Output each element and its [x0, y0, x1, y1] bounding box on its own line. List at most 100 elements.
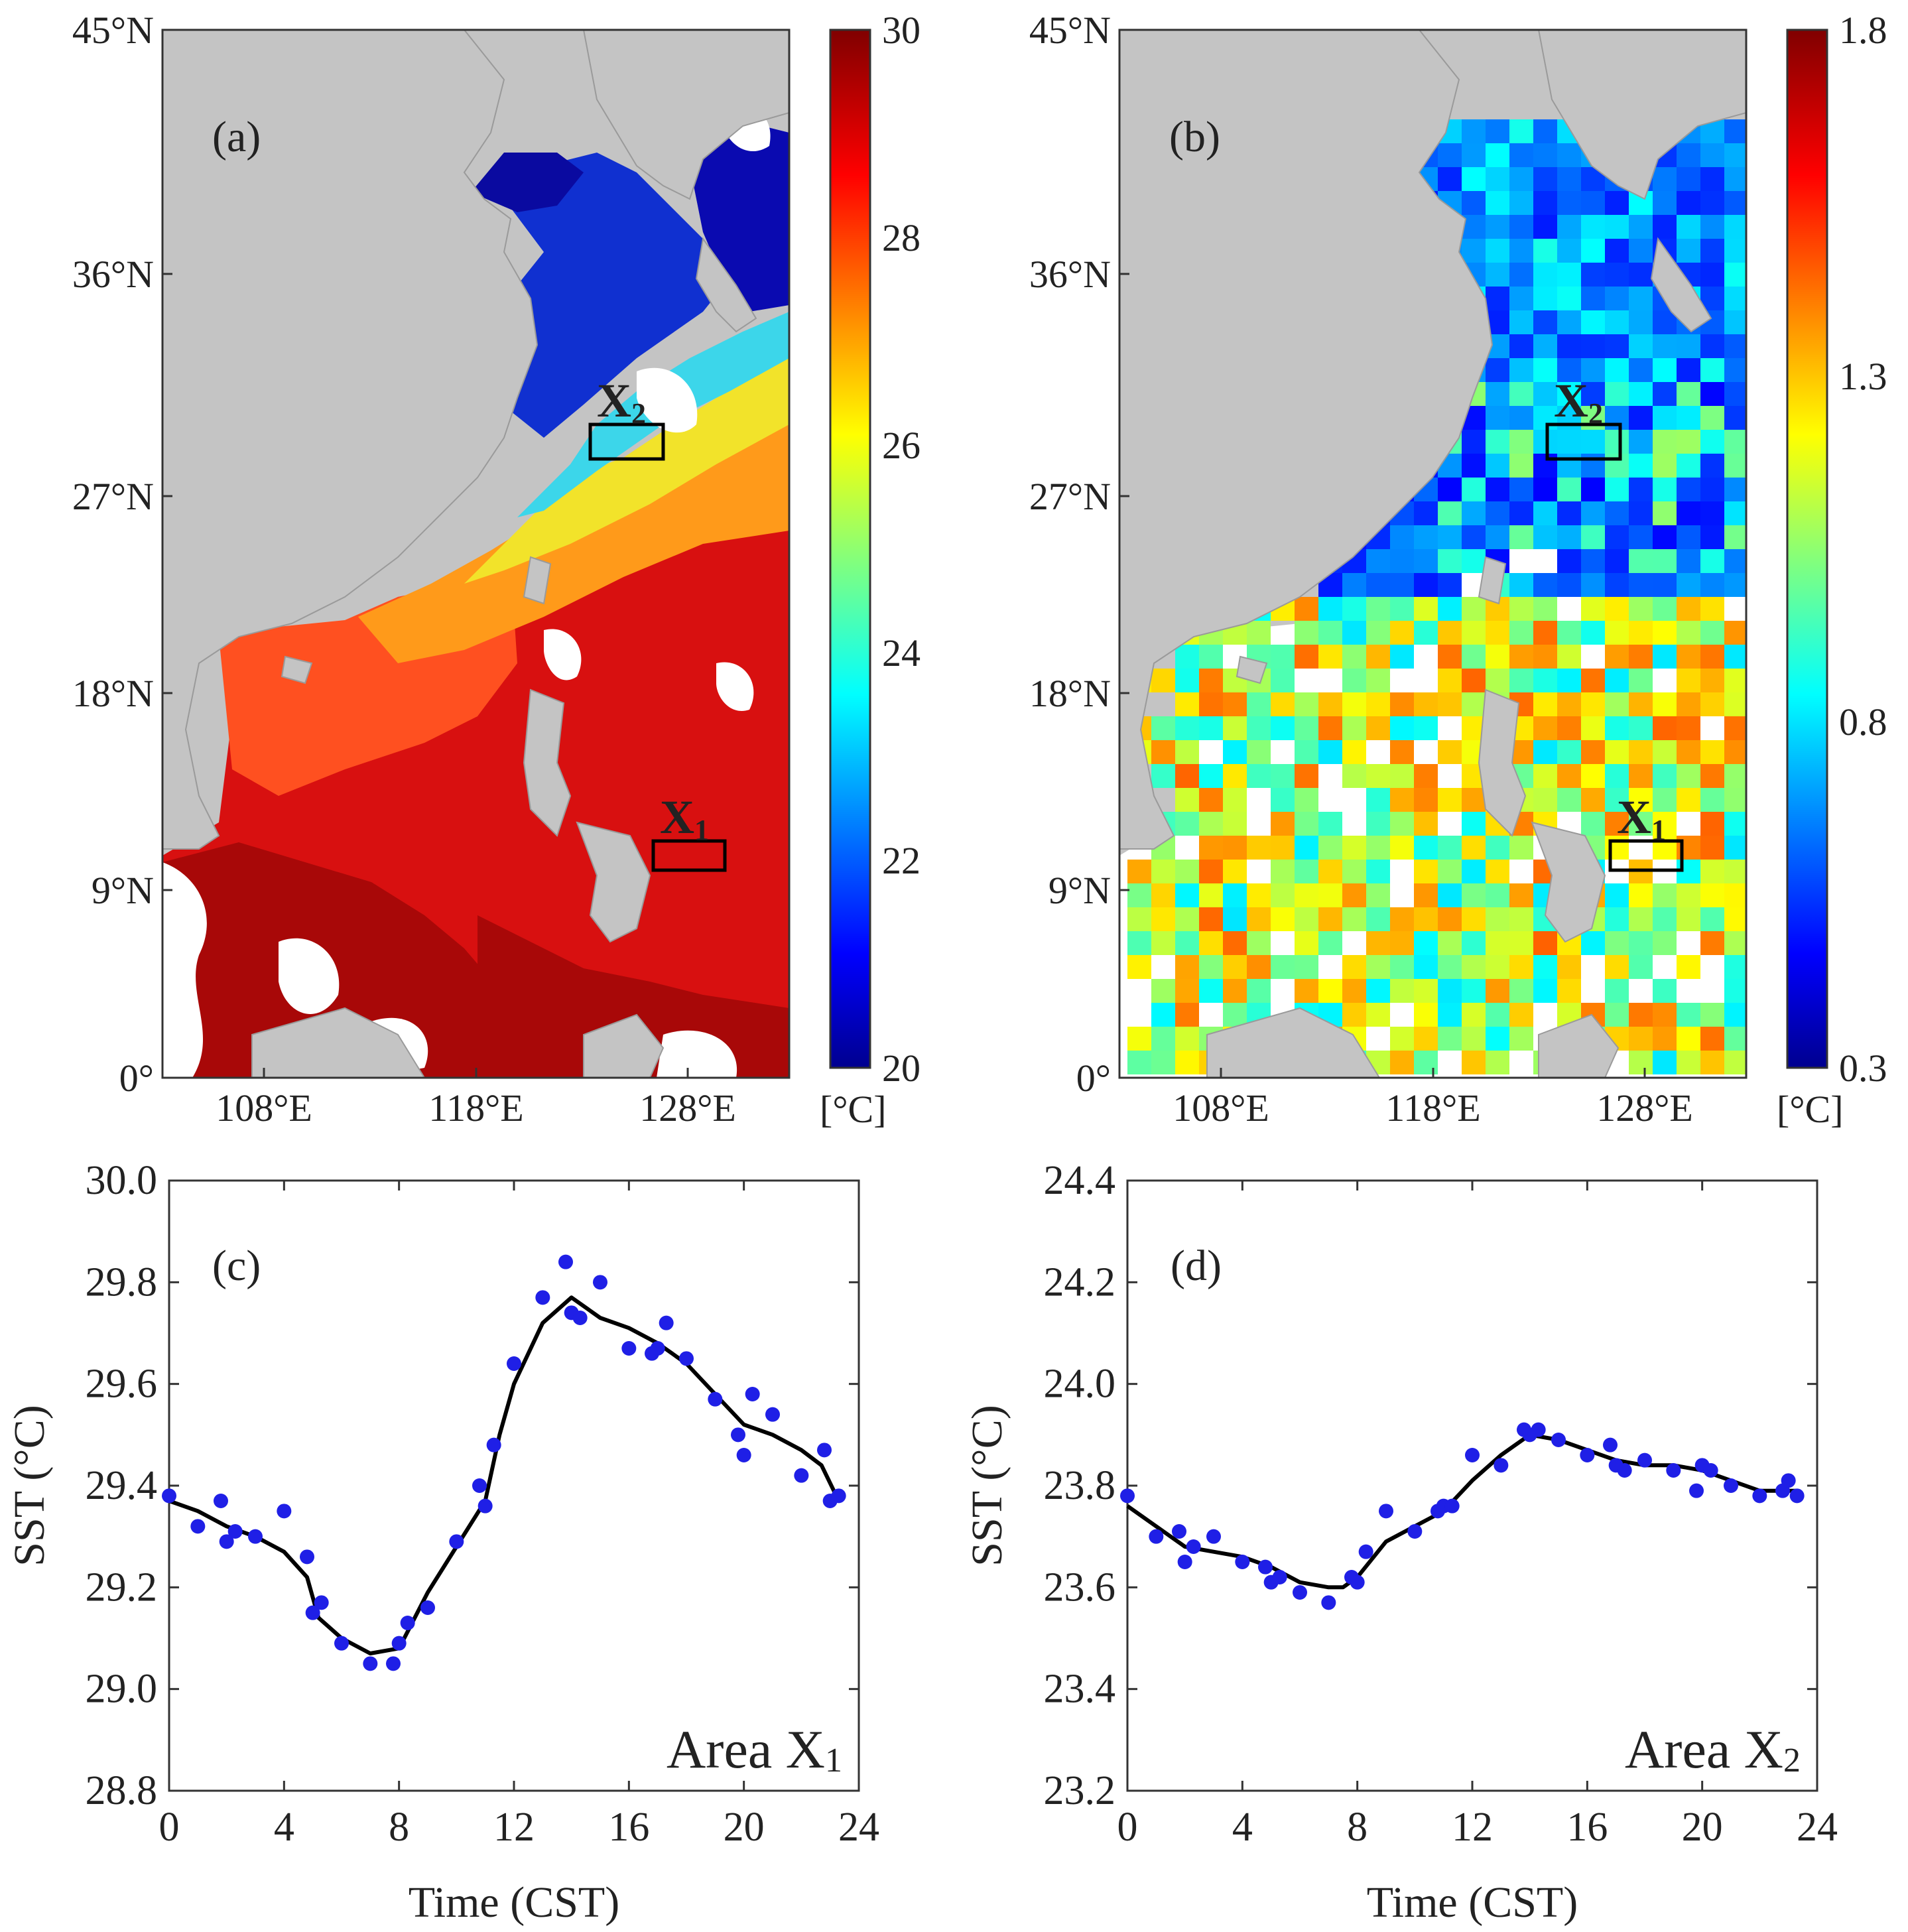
map-b-cell	[1509, 406, 1533, 430]
plot-c-obs-point	[621, 1341, 637, 1356]
map-b-cell	[1223, 955, 1247, 979]
panel-d-label: (d)	[1171, 1242, 1222, 1290]
map-b-cell	[1462, 692, 1486, 716]
map-b-cell	[1629, 263, 1653, 287]
map-b-cell	[1629, 382, 1653, 406]
map-b-cell	[1605, 716, 1629, 740]
plot-d-xtick-label: 4	[1232, 1805, 1253, 1850]
map-b-cell	[1557, 191, 1581, 215]
map-b-cell	[1486, 263, 1509, 287]
map-b-cell	[1653, 430, 1677, 454]
map-b-cell	[1724, 1003, 1746, 1027]
map-b-cell	[1366, 669, 1390, 692]
plot-c-ytick-label: 29.8	[86, 1259, 158, 1305]
map-b-cell	[1700, 812, 1724, 836]
map-b-cell	[1295, 907, 1318, 931]
plot-d-ytick-label: 24.0	[1044, 1362, 1116, 1407]
plot-d-xtick-label: 12	[1452, 1805, 1493, 1850]
map-b-cell	[1557, 239, 1581, 263]
plot-c-xtick-label: 12	[493, 1805, 535, 1850]
map-b-cell	[1605, 955, 1629, 979]
map-b-cell	[1438, 979, 1462, 1003]
plot-c-xtick-label: 16	[608, 1805, 649, 1850]
map-b-cell	[1366, 979, 1390, 1003]
map-b-cell	[1724, 478, 1746, 501]
map-b-cell	[1700, 669, 1724, 692]
map-b-cell	[1414, 692, 1438, 716]
map-b-cell	[1533, 263, 1557, 287]
map-b-cell	[1509, 334, 1533, 358]
plot-c-obs-point	[477, 1498, 493, 1513]
plot-c-ytick-label: 28.8	[86, 1768, 158, 1813]
map-b-cell	[1486, 669, 1509, 692]
map-b-cell	[1414, 597, 1438, 621]
plot-c-obs-point	[248, 1529, 263, 1544]
map-b-cell	[1605, 931, 1629, 955]
map-b-cell	[1533, 143, 1557, 167]
map-b-cell	[1700, 621, 1724, 645]
map-b-cell	[1390, 979, 1414, 1003]
map-b-cell	[1318, 836, 1342, 860]
plot-d-xtick-label: 16	[1566, 1805, 1608, 1850]
map-b-cell	[1509, 239, 1533, 263]
map-b-cell	[1295, 955, 1318, 979]
map-b-cell	[1342, 645, 1366, 669]
map-b-cell	[1486, 287, 1509, 310]
plot-d-xlabel: Time (CST)	[1367, 1878, 1578, 1927]
map-b-cell	[1318, 907, 1342, 931]
map-b-cell	[1700, 931, 1724, 955]
map-b-cell	[1700, 334, 1724, 358]
map-b-cell	[1700, 1051, 1724, 1074]
map-b-cell	[1486, 1003, 1509, 1027]
map-b-cell	[1438, 478, 1462, 501]
map-b-cell	[1486, 836, 1509, 860]
plot-d-ytick-label: 23.8	[1044, 1463, 1116, 1508]
plot-c-obs-point	[650, 1341, 665, 1356]
plot-c-obs-point	[214, 1494, 228, 1508]
map-b-cell	[1724, 406, 1746, 430]
map-b-cell	[1223, 907, 1247, 931]
map-a-ytick: 0°	[119, 1057, 154, 1100]
map-b-cell	[1724, 430, 1746, 454]
map-b-cell	[1247, 907, 1271, 931]
map-b-cell	[1700, 501, 1724, 525]
map-b-cell	[1462, 143, 1486, 167]
map-b-cell	[1653, 1003, 1677, 1027]
plot-d-obs-point	[1494, 1458, 1509, 1473]
map-b-cell	[1438, 573, 1462, 597]
map-b-cell	[1629, 239, 1653, 263]
map-b-cell	[1700, 573, 1724, 597]
map-b-cell	[1605, 740, 1629, 764]
map-b-cell	[1462, 812, 1486, 836]
map-b-cell	[1677, 382, 1700, 406]
map-b-cell	[1605, 430, 1629, 454]
map-b-cell	[1605, 979, 1629, 1003]
map-b-cell	[1438, 645, 1462, 669]
map-b-cell	[1724, 525, 1746, 549]
map-b-cell	[1509, 883, 1533, 907]
map-b-cell	[1557, 716, 1581, 740]
map-b-cell	[1509, 287, 1533, 310]
map-b-cell	[1724, 669, 1746, 692]
colorbar-b-tick: 1.8	[1839, 9, 1887, 52]
plot-c-obs-point	[831, 1488, 846, 1504]
map-b-cell	[1677, 740, 1700, 764]
map-b-cell	[1533, 430, 1557, 454]
map-b-cell	[1486, 239, 1509, 263]
map-b-cell	[1677, 478, 1700, 501]
map-b-cell	[1462, 167, 1486, 191]
map-b-cell	[1295, 621, 1318, 645]
colorbar-b-unit: [°C]	[1777, 1088, 1844, 1131]
map-b-cell	[1677, 430, 1700, 454]
map-b-cell	[1342, 669, 1366, 692]
map-b-cell	[1390, 549, 1414, 573]
map-b-cell	[1462, 788, 1486, 812]
panel-c: (c) Area X1 Time (CST) SST (°C) 0 4 8 12 16 2…	[5, 1158, 879, 1927]
map-b-cell	[1199, 645, 1223, 669]
map-b-cell	[1509, 573, 1533, 597]
map-b-cell	[1677, 716, 1700, 740]
map-b-cell	[1653, 310, 1677, 334]
map-b-cell	[1700, 167, 1724, 191]
map-b-cell	[1318, 692, 1342, 716]
map-b-cell	[1629, 597, 1653, 621]
